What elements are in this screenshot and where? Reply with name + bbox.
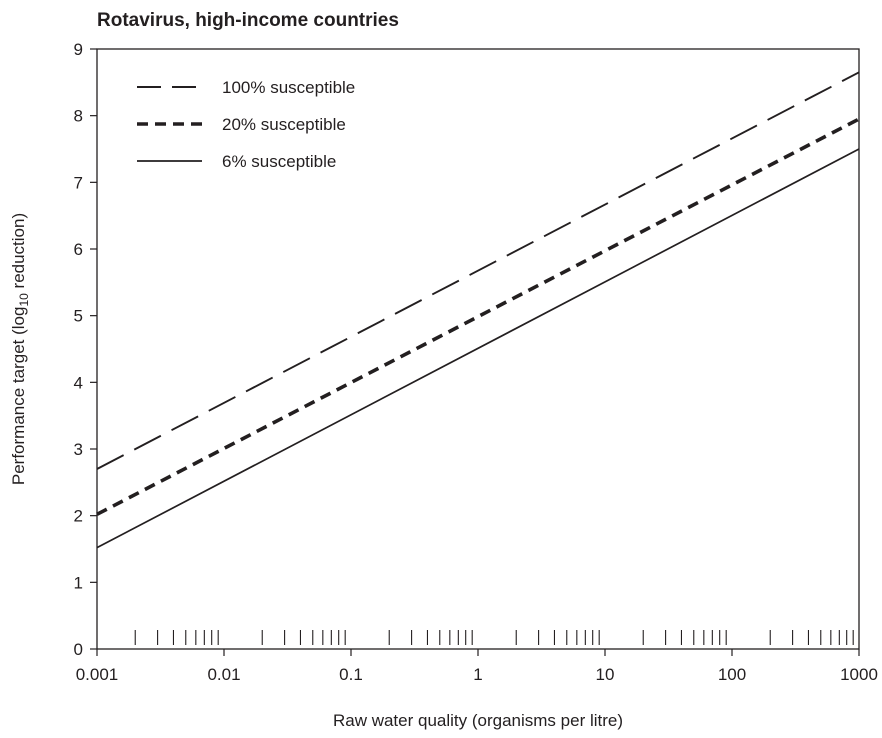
series-lines — [96, 71, 860, 549]
y-axis-label: Performance target (log10 reduction) — [9, 213, 31, 485]
series-line — [96, 71, 860, 470]
legend: 100% susceptible 20% susceptible 6% suscep… — [137, 78, 355, 171]
y-axis-label-prefix: Performance target (log — [9, 307, 28, 486]
x-tick-label: 1 — [473, 665, 482, 684]
y-tick-label: 2 — [74, 507, 83, 526]
x-axis-label: Raw water quality (organisms per litre) — [333, 711, 623, 730]
x-tick-label: 1000 — [840, 665, 878, 684]
x-tick-label: 100 — [718, 665, 746, 684]
x-tick-label: 0.1 — [339, 665, 363, 684]
y-tick-label: 3 — [74, 440, 83, 459]
series-line — [96, 117, 860, 516]
y-axis-label-subscript: 10 — [17, 293, 31, 307]
x-tick-label: 0.01 — [207, 665, 240, 684]
legend-label: 100% susceptible — [222, 78, 355, 97]
x-tick-label: 0.001 — [76, 665, 119, 684]
y-tick-label: 0 — [74, 640, 83, 659]
y-axis-label-suffix: reduction) — [9, 213, 28, 293]
legend-label: 20% susceptible — [222, 115, 346, 134]
y-tick-label: 4 — [74, 373, 83, 392]
y-tick-label: 8 — [74, 107, 83, 126]
x-axis-ticks: 0.001 0.01 0.1 1 10 100 1000 — [76, 649, 878, 684]
y-tick-label: 5 — [74, 307, 83, 326]
chart-title: Rotavirus, high-income countries — [97, 10, 399, 31]
y-tick-label: 6 — [74, 240, 83, 259]
y-tick-label: 7 — [74, 173, 83, 192]
minor-tick-marks — [134, 630, 854, 645]
legend-label: 6% susceptible — [222, 152, 336, 171]
y-tick-label: 1 — [74, 573, 83, 592]
y-axis-ticks: 0 1 2 3 4 5 6 7 8 9 — [74, 40, 97, 659]
y-tick-label: 9 — [74, 40, 83, 59]
series-line — [96, 148, 860, 549]
x-tick-label: 10 — [596, 665, 615, 684]
